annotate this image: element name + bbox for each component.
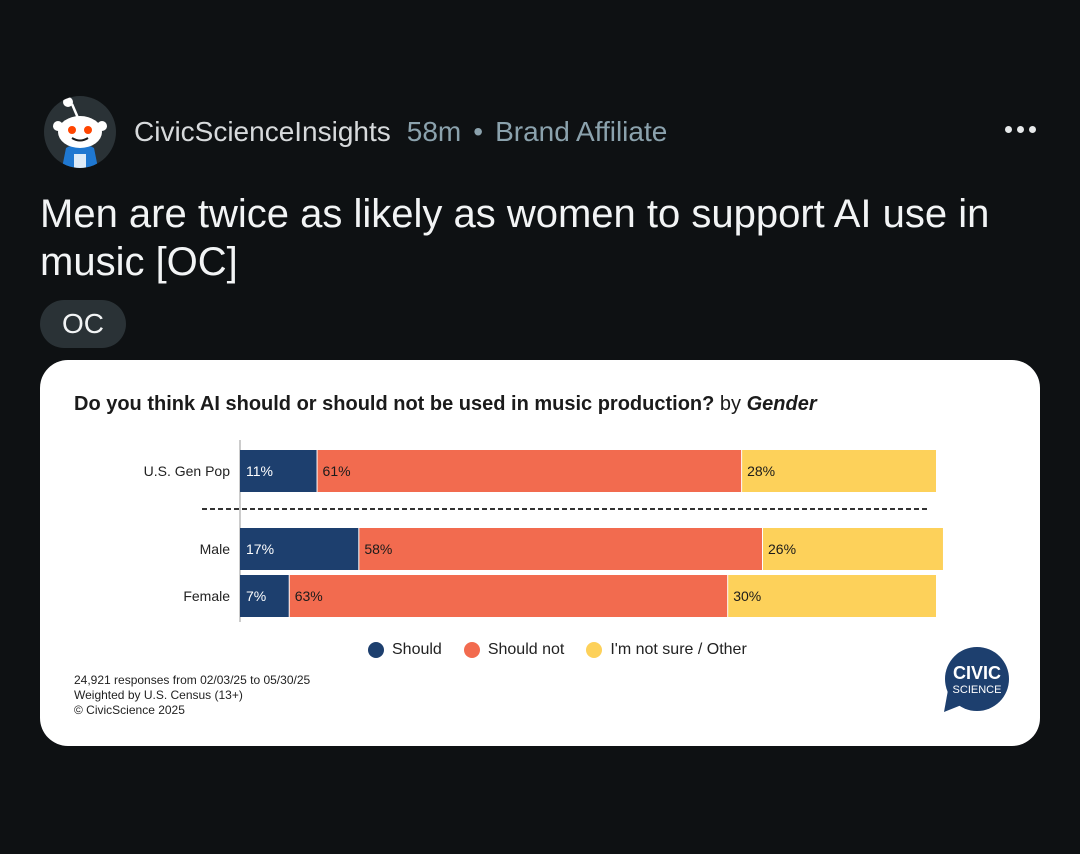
data-label: 30%: [733, 588, 761, 604]
logo-line1: CIVIC: [953, 663, 1001, 683]
data-label: 7%: [246, 588, 266, 604]
bar-segment: [742, 450, 936, 492]
author-line: CivicScienceInsights 58m • Brand Affilia…: [134, 116, 667, 148]
category-label: Female: [183, 588, 230, 604]
chart-question: Do you think AI should or should not be …: [74, 393, 715, 415]
post-flair[interactable]: OC: [40, 300, 126, 348]
civicscience-logo: CIVIC SCIENCE: [944, 647, 1009, 712]
reddit-snoo-icon: [53, 97, 107, 168]
bar-segment: [317, 450, 742, 492]
bar-segment: [240, 575, 289, 617]
bar-segment: [240, 528, 359, 570]
logo-line2: SCIENCE: [953, 684, 1002, 696]
chart-legend: Should Should not I'm not sure / Other: [368, 641, 769, 659]
bar-segment: [240, 450, 317, 492]
legend-item: Should: [368, 641, 442, 659]
brand-affiliate-tag: Brand Affiliate: [495, 116, 668, 147]
data-label: 28%: [747, 463, 775, 479]
meta-separator: •: [473, 116, 484, 147]
data-label: 26%: [768, 541, 796, 557]
chart-title-dimension: Gender: [746, 393, 817, 415]
more-horizontal-icon: [1004, 125, 1036, 133]
legend-item: I'm not sure / Other: [586, 641, 747, 659]
bar-segment: [728, 575, 936, 617]
author-name[interactable]: CivicScienceInsights: [134, 116, 391, 147]
post-header: CivicScienceInsights 58m • Brand Affilia…: [44, 96, 1040, 168]
more-options-button[interactable]: [1000, 114, 1040, 144]
post-title[interactable]: Men are twice as likely as women to supp…: [40, 192, 990, 284]
data-label: 63%: [295, 588, 323, 604]
stacked-bar-chart: U.S. Gen Pop 11% 61% 28% Male 17% 58% 26% Female…: [144, 440, 943, 622]
footnote-weighting: Weighted by U.S. Census (13+): [74, 688, 243, 702]
legend-swatch: [586, 642, 603, 658]
category-label: Male: [200, 541, 231, 557]
data-label: 58%: [364, 541, 392, 557]
chart-title: Do you think AI should or should not be …: [74, 393, 817, 416]
legend-label: Should not: [487, 641, 565, 658]
chart-title-by: by: [719, 393, 742, 415]
legend-item: Should not: [463, 641, 565, 659]
legend-label: Should: [392, 641, 442, 658]
post-time: 58m: [406, 116, 462, 147]
footnote-copyright: © CivicScience 2025: [74, 703, 185, 717]
legend-swatch: [463, 642, 480, 658]
bar-segment: [763, 528, 943, 570]
legend-label: I'm not sure / Other: [610, 641, 747, 658]
bar-segment: [359, 528, 762, 570]
chart-footnote: 24,921 responses from 02/03/25 to 05/30/…: [74, 673, 310, 718]
data-label: 61%: [323, 463, 351, 479]
legend-swatch: [368, 642, 384, 658]
bar-segment: [289, 575, 728, 617]
chart-image[interactable]: Do you think AI should or should not be …: [40, 360, 1040, 746]
avatar[interactable]: [44, 96, 116, 168]
category-label: U.S. Gen Pop: [144, 463, 231, 479]
data-label: 11%: [246, 463, 273, 479]
footnote-responses: 24,921 responses from 02/03/25 to 05/30/…: [74, 673, 311, 687]
data-label: 17%: [246, 541, 274, 557]
